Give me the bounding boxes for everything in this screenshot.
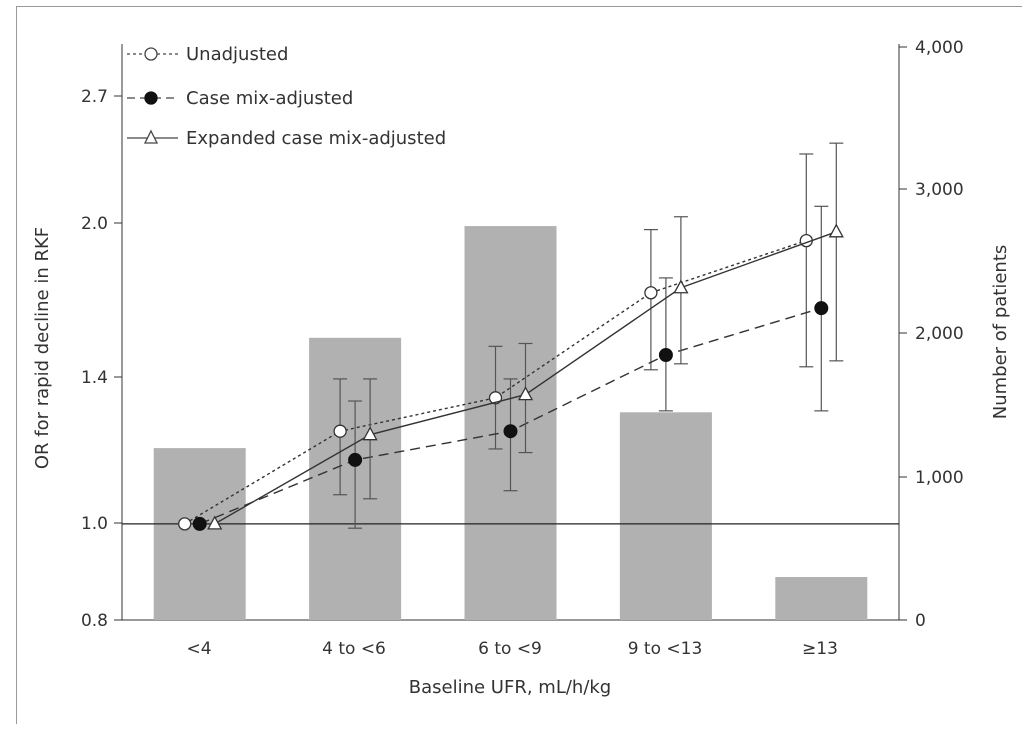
series-1 bbox=[192, 205, 829, 531]
legend-marker-case-mix bbox=[144, 91, 158, 105]
right-axis-title: Number of patients bbox=[990, 245, 1011, 420]
legend-marker-expanded bbox=[143, 129, 159, 144]
left-tick-label: 0.8 bbox=[81, 611, 108, 631]
x-tick-label: 4 to <6 bbox=[322, 639, 386, 659]
right-tick-label: 1,000 bbox=[915, 468, 964, 488]
point-1-3 bbox=[658, 347, 673, 362]
x-tick-label: ≥13 bbox=[802, 639, 838, 659]
left-tick-label: 1.4 bbox=[81, 368, 108, 388]
point-2-2 bbox=[517, 386, 534, 401]
legend: Unadjusted Case mix-adjusted Expanded ca… bbox=[127, 44, 446, 149]
point-0-2 bbox=[488, 391, 503, 405]
point-1-4 bbox=[814, 301, 829, 316]
x-axis-ticks: <4 4 to <6 6 to <9 9 to <13 ≥13 bbox=[186, 639, 837, 659]
series-2 bbox=[207, 142, 844, 530]
bar-4 bbox=[775, 577, 868, 620]
figure-frame bbox=[16, 6, 1022, 724]
right-tick-label: 4,000 bbox=[915, 38, 964, 58]
point-0-3 bbox=[644, 286, 658, 300]
point-1-0 bbox=[192, 516, 207, 531]
point-2-3 bbox=[673, 279, 689, 294]
left-tick-label: 2.7 bbox=[81, 87, 108, 107]
right-tick-label: 2,000 bbox=[915, 324, 964, 344]
left-tick-label: 2.0 bbox=[81, 214, 108, 234]
legend-label-unadjusted: Unadjusted bbox=[186, 44, 288, 65]
bar-0 bbox=[153, 448, 246, 620]
legend-label-expanded: Expanded case mix-adjusted bbox=[186, 128, 446, 149]
left-axis-title: OR for rapid decline in RKF bbox=[32, 227, 53, 469]
point-1-1 bbox=[348, 452, 363, 467]
legend-marker-unadjusted bbox=[144, 47, 158, 61]
x-tick-label: 6 to <9 bbox=[478, 639, 542, 659]
point-0-0 bbox=[178, 517, 192, 531]
x-axis-title: Baseline UFR, mL/h/kg bbox=[409, 677, 611, 698]
series-line-0 bbox=[184, 239, 807, 525]
point-1-2 bbox=[503, 424, 518, 439]
right-tick-label: 0 bbox=[915, 611, 926, 631]
right-axis-ticks: 0 1,000 2,000 3,000 4,000 bbox=[899, 38, 964, 631]
legend-label-case-mix: Case mix-adjusted bbox=[186, 88, 353, 109]
right-tick-label: 3,000 bbox=[915, 180, 964, 200]
point-2-1 bbox=[362, 426, 378, 441]
x-tick-label: 9 to <13 bbox=[628, 639, 703, 659]
point-2-0 bbox=[207, 515, 223, 530]
series-0 bbox=[178, 153, 814, 531]
x-tick-label: <4 bbox=[186, 639, 211, 659]
left-axis-ticks: 0.8 1.0 1.4 2.0 2.7 bbox=[81, 87, 122, 631]
point-0-1 bbox=[333, 424, 347, 438]
series-layer bbox=[178, 142, 844, 531]
left-tick-label: 1.0 bbox=[81, 514, 108, 534]
bar-3 bbox=[619, 412, 712, 620]
point-2-4 bbox=[828, 223, 844, 238]
